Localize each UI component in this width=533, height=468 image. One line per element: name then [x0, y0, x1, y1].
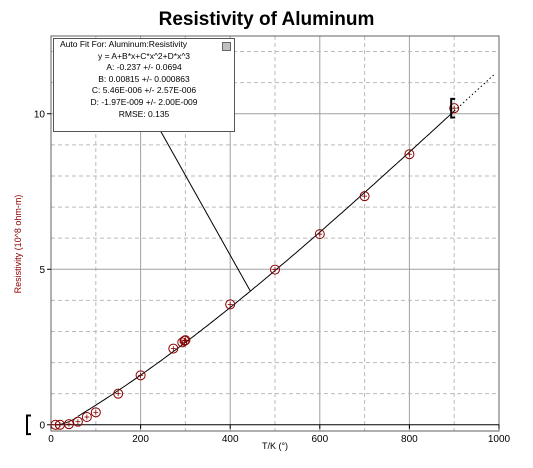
- fit-header: Auto Fit For: Aluminum:Resistivity: [60, 39, 188, 49]
- axes: [47, 35, 500, 432]
- error-brackets: [26, 97, 456, 436]
- fit-equation: y = A+B*x+C*x^2+D*x^3: [97, 50, 191, 61]
- data-point: [180, 335, 191, 346]
- data-point: [449, 103, 460, 114]
- x-axis-label: T/K (°): [261, 441, 289, 451]
- data-point-marker: [63, 419, 74, 430]
- data-point-marker: [404, 149, 415, 160]
- data-point: [179, 335, 190, 346]
- data-point: [225, 299, 236, 310]
- y-tick-label: 10: [34, 109, 46, 120]
- error-bracket: [450, 97, 456, 119]
- data-point-marker: [225, 299, 236, 310]
- data-point: [359, 191, 370, 202]
- curve-fit-info-box[interactable]: Auto Fit For: Aluminum:Resistivity y = A…: [53, 38, 235, 132]
- data-point-marker: [72, 416, 83, 427]
- data-point: [404, 149, 415, 160]
- fit-param-b: B: 0.00815 +/- 0.000863: [98, 73, 190, 84]
- leader-line: [159, 129, 251, 292]
- data-point: [81, 412, 92, 423]
- data-point-marker: [177, 337, 188, 348]
- data-point: [135, 370, 146, 381]
- fit-rmse: RMSE: 0.135: [118, 108, 170, 119]
- fit-param-d: D: -1.97E-009 +/- 2.00E-009: [90, 96, 198, 107]
- x-tick-label: 800: [401, 434, 418, 445]
- x-tick-label: 400: [222, 434, 239, 445]
- x-tick-label: 0: [48, 434, 54, 445]
- fit-param-a: A: -0.237 +/- 0.0694: [106, 62, 182, 73]
- y-tick-label: 5: [39, 265, 45, 276]
- data-point-marker: [113, 388, 124, 399]
- data-point-marker: [449, 103, 460, 114]
- x-tick-label: 200: [132, 434, 149, 445]
- data-point-marker: [81, 412, 92, 423]
- data-point-marker: [179, 335, 190, 346]
- fit-curve-extrapolated: [453, 73, 495, 112]
- data-point: [90, 407, 101, 418]
- plot-frame: [50, 35, 500, 432]
- data-point-marker: [270, 264, 280, 275]
- fit-param-c: C: 5.46E-006 +/- 2.57E-006: [91, 85, 197, 96]
- x-tick-label: 600: [311, 434, 328, 445]
- data-point: [63, 419, 74, 430]
- x-tick-label: 1000: [488, 434, 511, 445]
- data-point-marker: [135, 370, 146, 381]
- data-point-marker: [180, 335, 191, 346]
- data-point-marker: [314, 229, 325, 240]
- data-point: [314, 229, 325, 240]
- y-axis-label: Resistivity (10^8 ohm-m): [13, 194, 23, 294]
- data-point: [168, 343, 179, 354]
- tick-labels: 0 200 400 600 800 1000 0 5 10: [34, 109, 511, 445]
- fit-box-close-icon[interactable]: [222, 42, 231, 51]
- data-points: [50, 103, 460, 430]
- chart-title: Resistivity of Aluminum: [158, 9, 375, 30]
- data-point-marker: [359, 191, 370, 202]
- data-point-marker: [168, 343, 179, 354]
- data-point-marker: [90, 407, 101, 418]
- annotation-leader: [159, 129, 251, 292]
- data-point: [113, 388, 124, 399]
- fit-curve-solid: [77, 110, 455, 417]
- data-point: [72, 416, 83, 427]
- y-tick-label: 0: [39, 420, 45, 431]
- data-point: [270, 264, 280, 275]
- error-bracket: [26, 414, 31, 436]
